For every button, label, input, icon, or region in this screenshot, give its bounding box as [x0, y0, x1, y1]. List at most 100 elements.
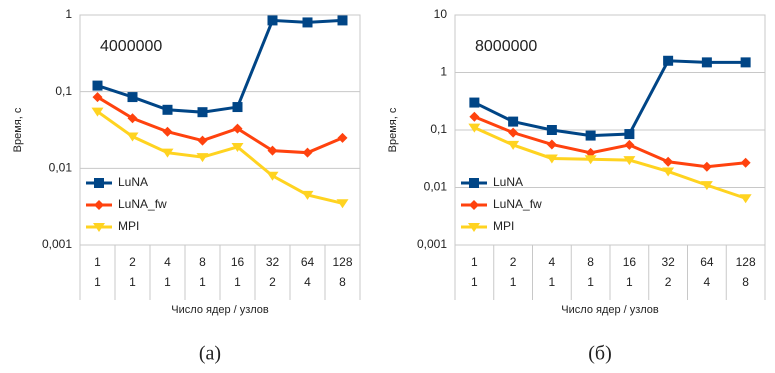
x-tick-label: 1: [234, 275, 241, 289]
x-axis-label: Число ядер / узлов: [561, 304, 659, 316]
legend-marker: [469, 178, 479, 188]
x-tick-label: 128: [332, 255, 352, 269]
marker: [301, 190, 314, 200]
x-tick-label: 8: [742, 275, 749, 289]
x-tick-label: 64: [301, 255, 315, 269]
marker: [584, 155, 597, 165]
x-tick-label: 4: [704, 275, 711, 289]
x-tick-label: 1: [471, 255, 478, 269]
legend-marker: [94, 178, 104, 188]
x-tick-label: 1: [510, 275, 517, 289]
x-tick-label: 1: [471, 275, 478, 289]
x-tick-label: 32: [266, 255, 280, 269]
legend-label: LuNA_fw: [118, 197, 167, 211]
marker: [701, 161, 712, 172]
x-tick-label: 1: [164, 275, 171, 289]
x-tick-label: 2: [510, 255, 517, 269]
legend-label: LuNA: [118, 175, 148, 189]
legend-label: MPI: [493, 219, 514, 233]
x-tick-label: 16: [623, 255, 637, 269]
y-tick-label: 1: [440, 65, 447, 79]
x-tick-label: 1: [94, 275, 101, 289]
marker: [545, 154, 558, 164]
marker: [701, 57, 712, 68]
x-tick-label: 16: [231, 255, 245, 269]
y-tick-label: 0,001: [42, 237, 72, 251]
marker: [162, 126, 173, 137]
marker: [739, 194, 752, 204]
marker: [266, 171, 279, 181]
x-tick-label: 8: [587, 255, 594, 269]
annotation: 8000000: [475, 38, 537, 55]
marker: [546, 139, 557, 150]
marker: [92, 92, 103, 103]
x-axis-label: Число ядер / узлов: [171, 304, 269, 316]
marker: [508, 127, 519, 138]
marker: [740, 157, 751, 168]
x-tick-label: 32: [661, 255, 675, 269]
series-line: [96, 110, 343, 205]
annotation: 4000000: [100, 38, 162, 55]
series-line: [97, 18, 343, 114]
marker: [196, 153, 209, 163]
marker: [663, 55, 674, 66]
y-axis-label: Время, с: [387, 107, 399, 152]
series-line: [473, 115, 746, 169]
x-tick-label: 4: [549, 255, 556, 269]
marker: [161, 148, 174, 158]
x-tick-label: 2: [129, 255, 136, 269]
x-tick-label: 1: [199, 275, 206, 289]
marker: [127, 113, 138, 124]
legend-label: MPI: [118, 219, 139, 233]
marker: [585, 130, 596, 141]
marker: [336, 199, 349, 209]
x-tick-label: 1: [626, 275, 633, 289]
marker: [468, 123, 481, 133]
marker: [700, 181, 713, 191]
marker: [546, 125, 557, 135]
marker: [302, 17, 313, 28]
legend-marker: [93, 223, 105, 232]
marker: [624, 139, 635, 150]
x-tick-label: 2: [269, 275, 276, 289]
marker: [740, 57, 751, 68]
x-tick-label: 8: [339, 275, 346, 289]
x-tick-label: 8: [199, 255, 206, 269]
y-tick-label: 0,1: [430, 122, 447, 136]
caption: (а): [199, 343, 221, 365]
y-tick-label: 0,01: [424, 180, 448, 194]
y-tick-label: 10: [434, 7, 448, 21]
x-tick-label: 4: [164, 255, 171, 269]
series-line: [473, 59, 746, 138]
marker: [231, 142, 244, 152]
legend-label: LuNA_fw: [493, 197, 542, 211]
x-tick-label: 1: [129, 275, 136, 289]
x-tick-label: 1: [549, 275, 556, 289]
marker: [126, 132, 139, 142]
legend-marker: [468, 223, 480, 232]
marker: [623, 156, 636, 166]
x-tick-label: 128: [736, 255, 756, 269]
marker: [267, 145, 278, 156]
y-tick-label: 1: [65, 7, 72, 21]
marker: [624, 129, 635, 140]
marker: [337, 132, 348, 143]
marker: [267, 15, 278, 26]
marker: [662, 167, 675, 177]
legend-marker: [94, 200, 104, 210]
caption: (б): [588, 343, 612, 365]
x-tick-label: 1: [587, 275, 594, 289]
marker: [92, 80, 103, 91]
marker: [197, 107, 208, 118]
y-axis-label: Время, с: [12, 107, 24, 152]
marker: [197, 135, 208, 146]
x-tick-label: 4: [304, 275, 311, 289]
legend-marker: [469, 200, 479, 210]
x-tick-label: 64: [700, 255, 714, 269]
marker: [508, 116, 519, 127]
marker: [232, 102, 243, 113]
legend-label: LuNA: [493, 175, 523, 189]
marker: [232, 123, 243, 134]
